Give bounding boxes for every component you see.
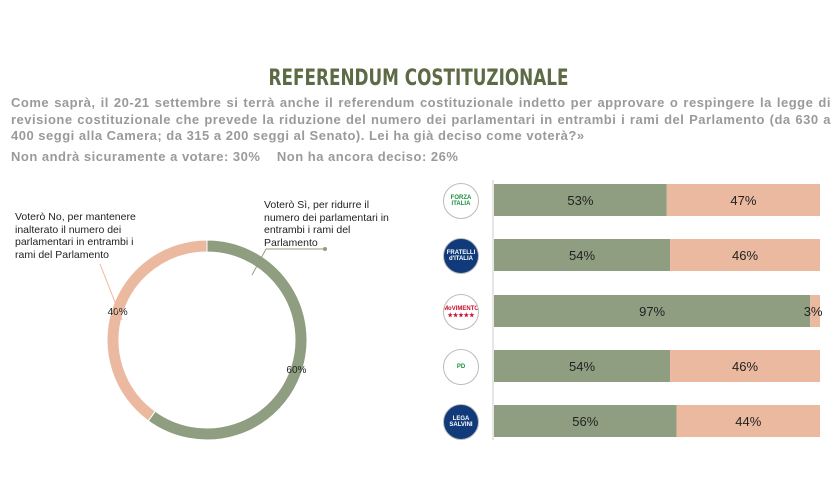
donut-value-label: 60% bbox=[286, 365, 306, 376]
bar-yes bbox=[494, 350, 671, 382]
bar-no bbox=[670, 350, 820, 382]
bar-value-label: 44% bbox=[735, 414, 761, 429]
page-title: REFERENDUM COSTITUZIONALE bbox=[268, 66, 569, 91]
bar-no bbox=[666, 184, 820, 216]
party-logo: LEGA SALVINI bbox=[443, 404, 479, 440]
bar-value-label: 47% bbox=[730, 193, 756, 208]
no-annotation: Voterò No, per mantenere inalterato il n… bbox=[15, 211, 136, 261]
bar-yes bbox=[494, 184, 667, 216]
stats-line: Non andrà sicuramente a votare: 30% Non … bbox=[11, 149, 458, 164]
stat-not-voting: Non andrà sicuramente a votare: 30% bbox=[11, 149, 261, 164]
bar-value-label: 46% bbox=[732, 248, 758, 263]
party-logo: FRATELLI d'ITALIA bbox=[443, 238, 479, 274]
bar-no bbox=[810, 295, 820, 327]
no-leader-line bbox=[99, 263, 123, 321]
bar-value-label: 53% bbox=[567, 193, 593, 208]
bar-value-label: 56% bbox=[572, 414, 598, 429]
bar-value-label: 3% bbox=[804, 304, 823, 319]
party-logo: PD bbox=[443, 349, 479, 385]
yes-leader-dot bbox=[323, 247, 327, 251]
party-logo: MoVIMENTO ★★★★★ bbox=[443, 294, 479, 330]
bar-yes bbox=[494, 239, 671, 271]
bar-no bbox=[670, 239, 820, 271]
yes-annotation: Voterò Sì, per ridurre il numero dei par… bbox=[264, 199, 389, 249]
party-logo: FORZA ITALIA bbox=[443, 183, 479, 219]
bar-no bbox=[676, 405, 820, 437]
donut-slice bbox=[147, 239, 308, 441]
question-text: Come saprà, il 20-21 settembre si terrà … bbox=[11, 95, 831, 143]
bar-value-label: 97% bbox=[639, 304, 665, 319]
donut-value-label: 40% bbox=[108, 307, 128, 318]
yes-leader-line bbox=[251, 248, 325, 276]
bar-yes bbox=[494, 405, 677, 437]
donut-slice bbox=[106, 239, 208, 422]
bar-value-label: 46% bbox=[732, 359, 758, 374]
stat-undecided: Non ha ancora deciso: 26% bbox=[276, 149, 459, 164]
bar-value-label: 54% bbox=[569, 248, 595, 263]
bar-yes bbox=[494, 295, 811, 327]
bar-value-label: 54% bbox=[569, 359, 595, 374]
